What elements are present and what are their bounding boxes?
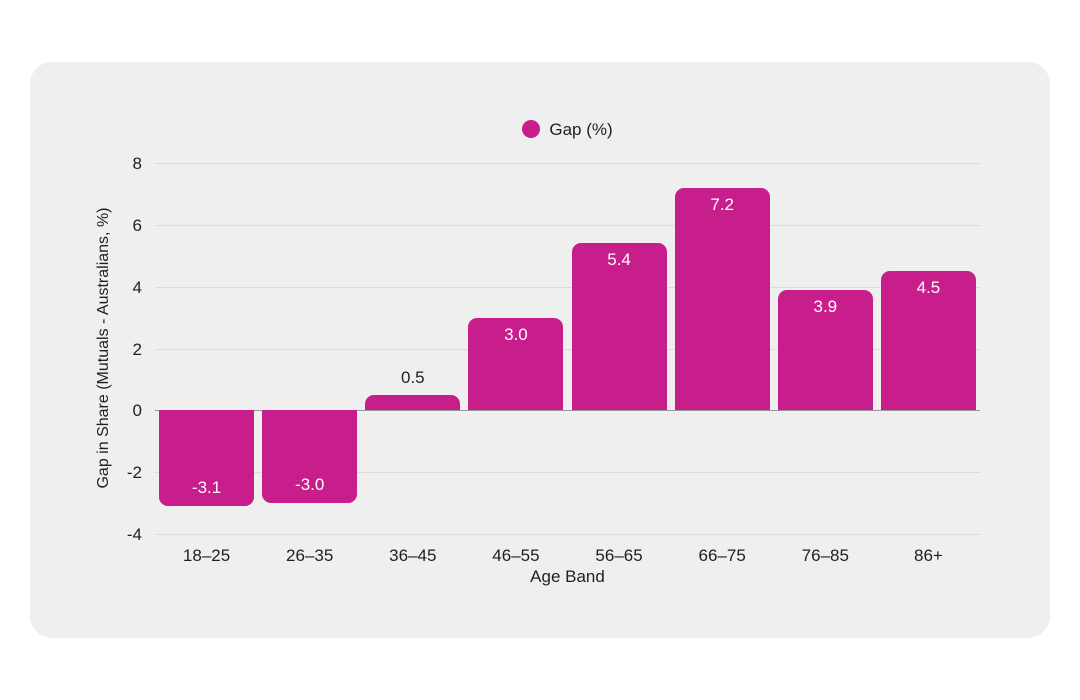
zero-line [155, 410, 980, 412]
x-tick-label: 86+ [914, 546, 943, 565]
bar-26–35: -3.0 [262, 410, 358, 504]
chart-card: Gap (%) -3.1 -3.0 0.5 3.0 5.4 7.2 3.9 4.5 8 6 4 2 0… [30, 62, 1050, 638]
y-tick-label: 0 [132, 401, 142, 421]
bar-value-label: 0.5 [400, 367, 425, 387]
y-tick-label: -4 [126, 525, 142, 544]
bar-46–55: 3.0 [468, 317, 564, 411]
y-tick-label: 6 [132, 215, 142, 235]
x-tick-label: 66–75 [698, 546, 746, 565]
x-tick-label: 18–25 [182, 546, 231, 565]
bar-value-label: 5.4 [607, 250, 631, 270]
x-tick-label: 26–35 [286, 546, 334, 565]
y-tick-label: 4 [132, 277, 142, 297]
y-tick-label: -2 [126, 463, 142, 483]
bar-value-label: 4.5 [916, 278, 941, 298]
bar-18–25: -3.1 [159, 410, 255, 507]
x-tick-label: 36–45 [389, 546, 437, 565]
gridline [155, 224, 980, 226]
legend-label: Gap (%) [549, 119, 613, 139]
y-tick-label: 8 [132, 154, 142, 173]
legend-marker-icon [522, 120, 541, 138]
bar-66–75: 7.2 [674, 187, 770, 411]
plot-area: -3.1 -3.0 0.5 3.0 5.4 7.2 3.9 4.5 [155, 163, 980, 535]
bar-value-label: 7.2 [710, 194, 734, 214]
bar-86+: 4.5 [880, 271, 976, 411]
bar-value-label: -3.0 [295, 475, 325, 495]
x-tick-label: 56–65 [595, 546, 643, 565]
gridline [155, 348, 980, 350]
y-axis-title: Gap in Share (Mutuals - Australians, %) [95, 207, 112, 489]
gridline [155, 286, 980, 288]
x-tick-label: 46–55 [492, 546, 540, 565]
bar-56–65: 5.4 [571, 243, 667, 411]
bar-value-label: -3.1 [191, 478, 222, 498]
legend-item[interactable]: Gap (%) [155, 118, 980, 140]
bar-76–85: 3.9 [777, 289, 873, 411]
gridline [155, 163, 980, 164]
gridline [155, 472, 980, 474]
bar-value-label: 3.0 [504, 324, 528, 344]
bar-value-label: 3.9 [813, 296, 838, 316]
gridline [155, 534, 980, 535]
x-axis-title: Age Band [530, 567, 605, 586]
bar-36–45 [365, 394, 461, 411]
y-tick-label: 2 [132, 339, 142, 359]
x-tick-label: 76–85 [801, 546, 849, 565]
